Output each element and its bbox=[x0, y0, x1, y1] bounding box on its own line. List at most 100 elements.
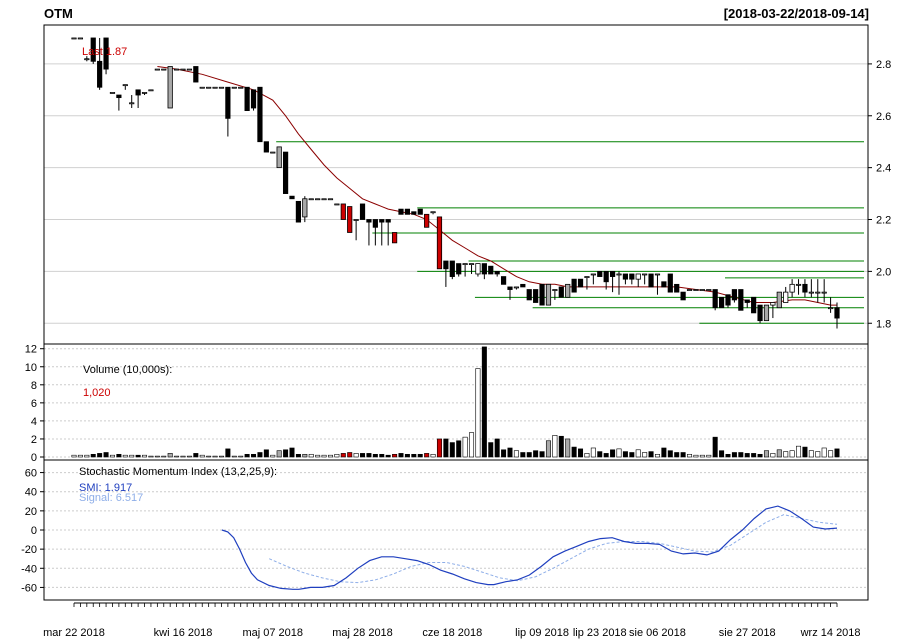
candle-body bbox=[481, 263, 487, 275]
smi-tick-label: 0 bbox=[31, 525, 37, 537]
candle-body bbox=[757, 304, 763, 322]
volume-bar bbox=[90, 453, 96, 458]
candle-body bbox=[789, 283, 795, 293]
price-candle bbox=[231, 86, 237, 89]
price-candle bbox=[603, 270, 609, 290]
candle-body bbox=[590, 273, 596, 276]
volume-bar bbox=[520, 452, 526, 458]
price-candle bbox=[206, 86, 212, 89]
candle-body bbox=[629, 273, 635, 280]
volume-bar bbox=[629, 452, 635, 458]
price-candle bbox=[321, 198, 327, 201]
candle-body bbox=[103, 37, 109, 70]
price-candle bbox=[545, 283, 552, 306]
volume-bar bbox=[635, 449, 641, 458]
price-candle bbox=[289, 195, 295, 200]
candle-body bbox=[282, 151, 289, 194]
price-candle bbox=[795, 279, 802, 295]
candle-body bbox=[674, 283, 680, 293]
price-candle bbox=[141, 92, 148, 96]
candle-body bbox=[199, 86, 205, 89]
price-candle bbox=[577, 278, 584, 288]
price-candle bbox=[295, 200, 302, 223]
candle-body bbox=[488, 265, 494, 275]
volume-bar bbox=[103, 452, 109, 458]
volume-bar bbox=[424, 453, 430, 458]
volume-bar bbox=[193, 453, 199, 458]
price-candle bbox=[488, 265, 494, 275]
candle-body bbox=[109, 92, 116, 94]
volume-bar bbox=[347, 452, 353, 458]
volume-bar bbox=[610, 449, 616, 458]
price-candle bbox=[90, 37, 96, 64]
candle-body bbox=[417, 208, 423, 215]
volume-last-value: 1,020 bbox=[83, 387, 111, 399]
candle-body bbox=[180, 68, 186, 71]
x-tick-label: maj 28 2018 bbox=[332, 627, 393, 639]
candle-body bbox=[263, 141, 269, 153]
volume-bar bbox=[109, 454, 115, 458]
price-candle bbox=[379, 219, 385, 246]
volume-bar bbox=[398, 453, 404, 458]
volume-bar bbox=[77, 454, 83, 458]
price-candle bbox=[315, 198, 321, 201]
price-candle bbox=[789, 279, 795, 298]
volume-tick-label: 6 bbox=[31, 398, 37, 410]
volume-bar bbox=[642, 452, 648, 458]
candle-body bbox=[545, 283, 552, 306]
price-candle bbox=[776, 291, 782, 309]
price-candle bbox=[500, 276, 507, 285]
candle-body bbox=[808, 291, 814, 294]
smi-tick-label: 60 bbox=[25, 468, 37, 480]
price-candle bbox=[674, 283, 680, 293]
volume-bar bbox=[501, 449, 507, 458]
volume-bar bbox=[828, 450, 834, 458]
price-candle bbox=[84, 56, 90, 62]
price-tick-label: 2.8 bbox=[876, 59, 891, 71]
candle-body bbox=[693, 289, 699, 291]
volume-bar bbox=[392, 453, 398, 458]
candle-body bbox=[449, 260, 455, 277]
volume-bar bbox=[116, 453, 122, 458]
volume-bar bbox=[167, 453, 173, 458]
candle-body bbox=[738, 289, 744, 311]
candle-body bbox=[475, 263, 481, 275]
candle-body bbox=[238, 86, 244, 89]
candle-body bbox=[116, 94, 122, 99]
candle-body bbox=[404, 208, 411, 215]
price-candle bbox=[680, 291, 686, 301]
volume-bar bbox=[545, 440, 551, 458]
price-candle bbox=[751, 296, 757, 314]
price-candle bbox=[827, 297, 834, 313]
price-candle bbox=[770, 302, 776, 319]
price-candle bbox=[385, 219, 391, 246]
volume-bar bbox=[533, 450, 539, 458]
price-candle bbox=[424, 213, 430, 228]
volume-bar bbox=[578, 448, 584, 458]
price-candle bbox=[161, 68, 167, 71]
price-tick-label: 2.2 bbox=[876, 215, 891, 227]
candle-body bbox=[353, 219, 359, 221]
candle-body bbox=[770, 302, 776, 306]
candle-body bbox=[597, 270, 603, 277]
x-tick-label: mar 22 2018 bbox=[43, 627, 105, 639]
price-candle bbox=[616, 271, 622, 295]
volume-bar bbox=[257, 452, 263, 458]
price-candle bbox=[193, 66, 199, 83]
volume-bar bbox=[719, 450, 725, 458]
price-candle bbox=[597, 270, 603, 277]
smi-value-label: SMI: 1.917 bbox=[79, 482, 132, 494]
price-candle bbox=[513, 286, 520, 290]
volume-bar bbox=[469, 432, 475, 458]
volume-bar bbox=[366, 453, 372, 458]
price-candle bbox=[71, 37, 77, 40]
price-candle bbox=[129, 95, 135, 108]
candle-body bbox=[558, 286, 564, 298]
volume-bar bbox=[590, 447, 596, 458]
candle-body bbox=[315, 198, 321, 201]
volume-bar bbox=[751, 453, 757, 458]
x-tick-label: maj 07 2018 bbox=[242, 627, 303, 639]
candle-body bbox=[97, 60, 103, 88]
volume-bar bbox=[212, 455, 218, 458]
smi-frame bbox=[43, 459, 869, 601]
